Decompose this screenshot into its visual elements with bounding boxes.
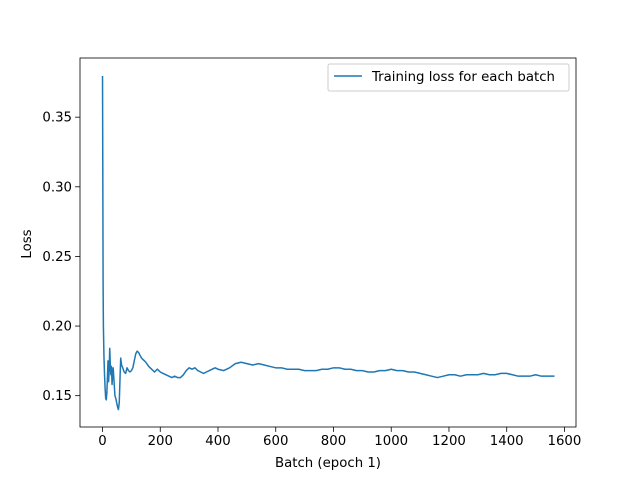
x-tick-label: 200 xyxy=(148,434,173,449)
plot-frame xyxy=(79,57,577,428)
x-tick-label: 800 xyxy=(321,434,346,449)
y-tick-label: 0.25 xyxy=(42,250,72,265)
x-tick-label: 600 xyxy=(263,434,288,449)
x-tick-label: 1000 xyxy=(374,434,408,449)
y-tick-label: 0.20 xyxy=(42,320,72,335)
x-tick-label: 1400 xyxy=(490,434,524,449)
legend-label: Training loss for each batch xyxy=(371,70,555,85)
y-tick-label: 0.15 xyxy=(42,389,72,404)
series-line-training-loss xyxy=(101,76,555,411)
legend-box xyxy=(327,63,570,92)
x-tick-label: 0 xyxy=(98,434,106,449)
plot-area xyxy=(80,58,576,427)
y-tick-label: 0.30 xyxy=(42,180,72,195)
x-tick-label: 1200 xyxy=(432,434,466,449)
legend: Training loss for each batch xyxy=(327,63,570,92)
ticks-layer: 0 200 400 600 800 1000 1200 1400 1600 0.15 0.20 0.2… xyxy=(42,111,581,449)
x-tick-label: 1600 xyxy=(548,434,582,449)
y-axis-title: Loss xyxy=(20,229,35,258)
x-axis-title: Batch (epoch 1) xyxy=(275,456,381,471)
y-tick-label: 0.35 xyxy=(42,111,72,126)
x-tick-label: 400 xyxy=(205,434,230,449)
